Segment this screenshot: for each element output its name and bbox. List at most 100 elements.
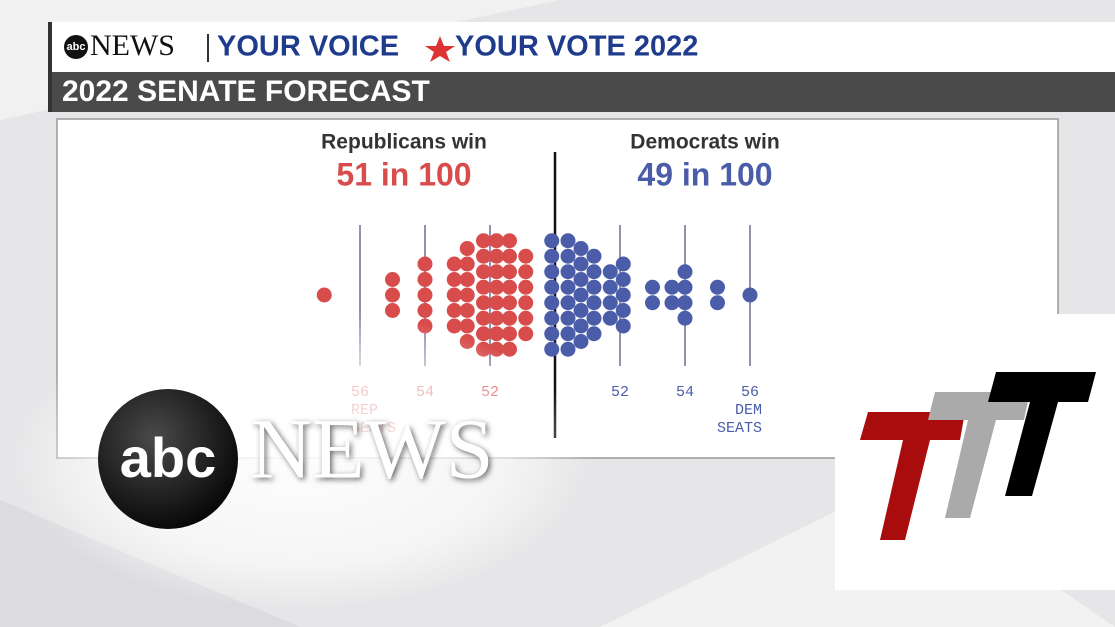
header-right: YOUR VOTE 2022 [455, 31, 698, 63]
dot [544, 248, 560, 264]
dot [544, 326, 560, 342]
dot [615, 272, 631, 287]
dot [544, 310, 560, 326]
dot [645, 295, 660, 311]
dot [645, 279, 660, 295]
dot [586, 279, 602, 295]
dot [544, 264, 560, 280]
dot [677, 264, 693, 280]
dot [560, 326, 576, 342]
dot [544, 295, 560, 311]
dot [518, 295, 534, 311]
dot [677, 279, 693, 295]
dot [586, 326, 602, 342]
series-headline: 51 in 100 [336, 156, 471, 192]
dot [489, 264, 504, 280]
dot [573, 241, 589, 256]
dot [573, 272, 589, 287]
dot [417, 272, 433, 287]
dot [586, 310, 602, 326]
dot [664, 279, 680, 295]
dot [586, 248, 602, 264]
dot [459, 318, 475, 334]
axis-label: SEATS [717, 420, 762, 437]
x-tick-label: 54 [676, 384, 694, 401]
dot [459, 256, 475, 272]
dot [544, 233, 560, 249]
dot [518, 264, 534, 280]
dot [476, 310, 491, 326]
dot [417, 256, 433, 272]
dot [518, 310, 534, 326]
dot [710, 295, 725, 311]
chart-title: 2022 SENATE FORECAST [62, 75, 430, 108]
dot [602, 295, 618, 311]
dot [573, 303, 589, 318]
axis-label: DEM [735, 402, 762, 419]
dot [710, 279, 725, 295]
dot [560, 248, 576, 264]
dot [560, 233, 576, 249]
dot [385, 303, 400, 318]
dot [417, 287, 433, 303]
dot [489, 326, 504, 342]
dot [502, 310, 517, 326]
dot [385, 287, 400, 303]
dot [615, 287, 631, 303]
series-headline: 49 in 100 [637, 156, 772, 192]
dot [573, 334, 589, 349]
dot [677, 295, 693, 311]
dot [316, 287, 332, 303]
dot [446, 272, 462, 287]
dot [476, 248, 491, 264]
dot [560, 279, 576, 295]
dot [489, 279, 504, 295]
dot [385, 272, 400, 287]
dot [417, 303, 433, 318]
dot [459, 272, 475, 287]
dot [742, 287, 758, 303]
dot [518, 279, 534, 295]
dot [446, 287, 462, 303]
dot [476, 264, 491, 280]
dot [476, 279, 491, 295]
dot [602, 264, 618, 280]
dot [489, 248, 504, 264]
dot [560, 264, 576, 280]
abc-overlay: abc NEWS [10, 310, 590, 610]
star [425, 36, 455, 62]
dot [677, 310, 693, 326]
dot [602, 310, 618, 326]
ttt-logo [835, 314, 1115, 590]
dot [502, 295, 517, 311]
dot [489, 295, 504, 311]
overlay-brand: NEWS [250, 401, 494, 497]
series-name: Democrats win [630, 131, 779, 154]
dot [459, 303, 475, 318]
series-name: Republicans win [321, 131, 487, 154]
dot [476, 326, 491, 342]
dot [586, 295, 602, 311]
dot [615, 256, 631, 272]
dot [476, 233, 491, 249]
dot [615, 318, 631, 334]
dot [560, 341, 576, 357]
dot [502, 233, 517, 249]
dot [615, 303, 631, 318]
dot [573, 318, 589, 334]
overlay-logo: abc [120, 426, 217, 489]
dot [489, 233, 504, 249]
dot [544, 341, 560, 357]
dot [446, 318, 462, 334]
dot [459, 287, 475, 303]
dot [446, 303, 462, 318]
dot [664, 295, 680, 311]
dot [502, 279, 517, 295]
dot [573, 256, 589, 272]
dot [518, 326, 534, 342]
dot [476, 295, 491, 311]
dot [446, 256, 462, 272]
dot [502, 248, 517, 264]
dot [573, 287, 589, 303]
dot [602, 279, 618, 295]
